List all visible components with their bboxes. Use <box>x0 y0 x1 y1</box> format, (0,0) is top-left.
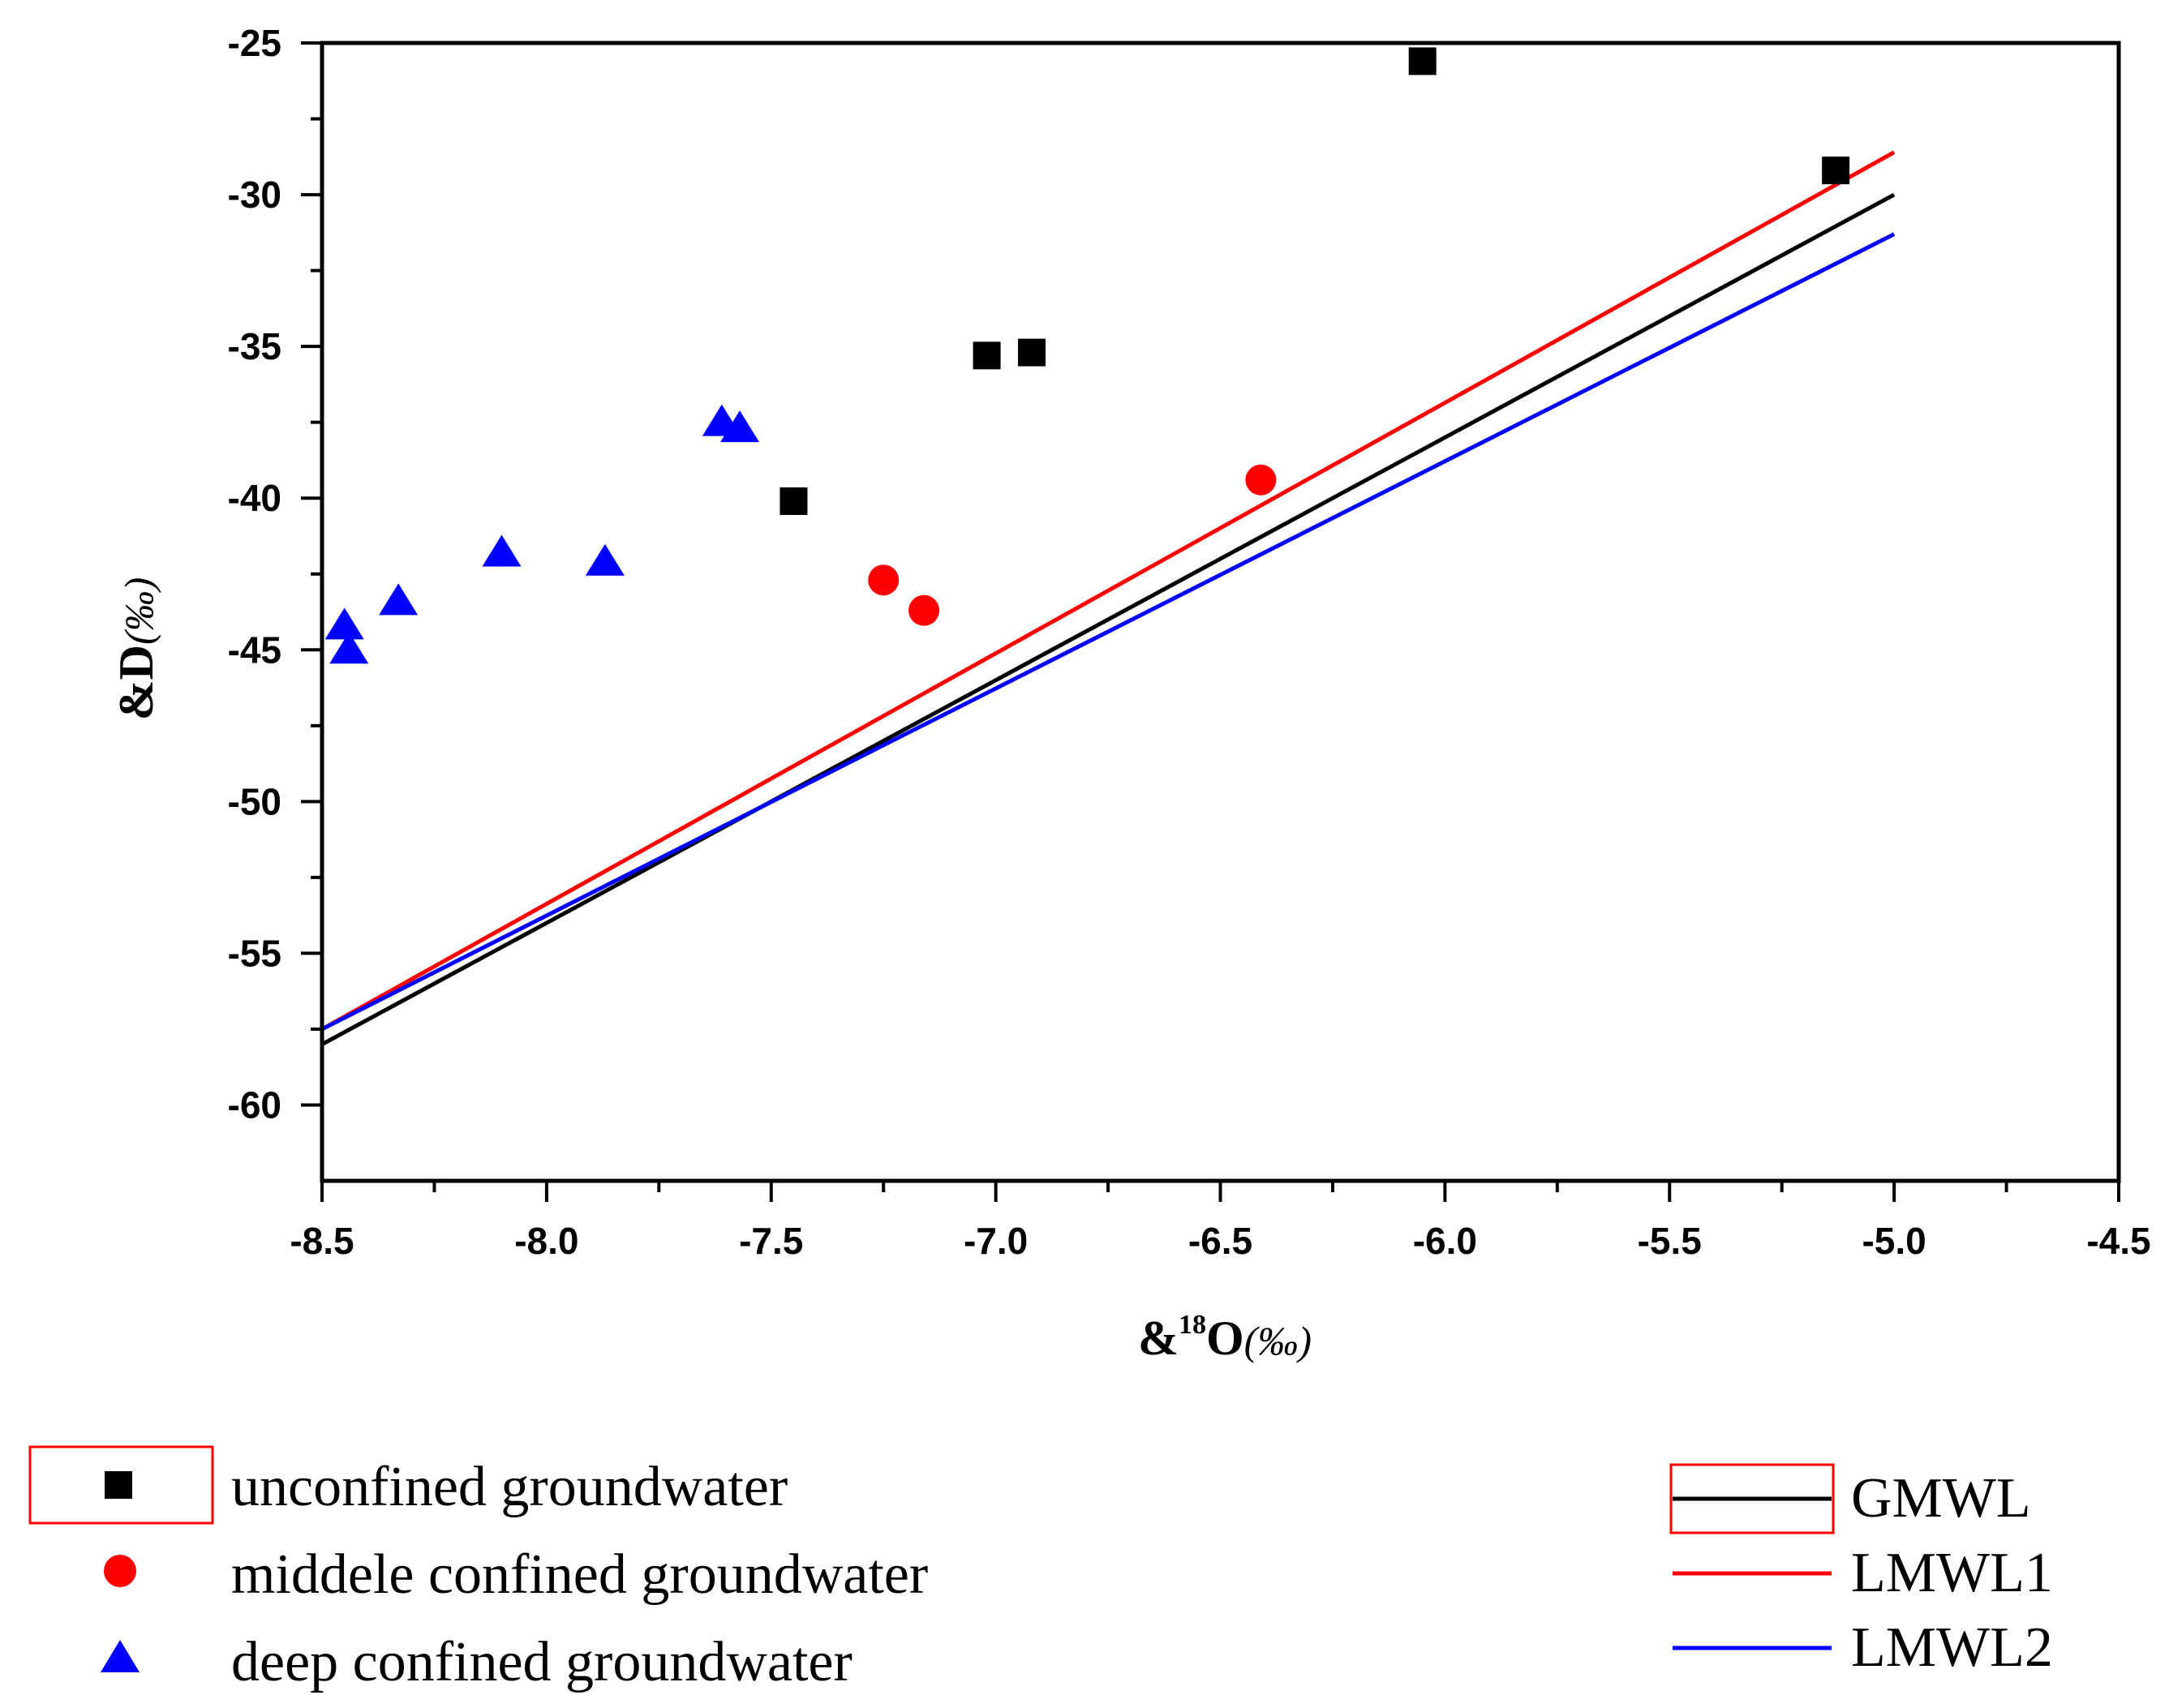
deep-confined-point <box>719 410 759 443</box>
middle-confined-point <box>1245 464 1277 496</box>
y-tick-label: -50 <box>228 780 281 822</box>
y-tick-label: -45 <box>228 629 281 671</box>
legend-label-deep: deep confined groundwater <box>231 1631 853 1693</box>
x-tick-label: -5.5 <box>1638 1220 1702 1262</box>
legend-lines: GMWL LMWL1 LMWL2 <box>1669 1463 2053 1679</box>
unconfined-point <box>973 341 1001 370</box>
legend-circle-marker <box>104 1555 136 1587</box>
legend-markers: unconfined groundwater middele confined … <box>28 1445 928 1693</box>
lmwl2-line <box>320 232 1896 1032</box>
x-tick-label: -7.0 <box>964 1220 1028 1262</box>
x-tick-label: -6.5 <box>1188 1220 1252 1262</box>
y-tick-label: -25 <box>228 22 281 64</box>
chart-ticks <box>301 41 2120 1202</box>
legend-square-marker <box>105 1471 132 1499</box>
deep-confined-point <box>585 543 625 576</box>
legend-triangle-marker <box>101 1640 140 1672</box>
legend-highlight-box <box>28 1445 214 1525</box>
chart-points <box>324 47 1850 664</box>
legend-label-unconfined: unconfined groundwater <box>231 1456 788 1518</box>
y-tick-label: -35 <box>228 325 281 367</box>
y-tick-label: -40 <box>228 477 281 519</box>
y-tick-label: -55 <box>228 932 281 974</box>
legend-label-gmwl: GMWL <box>1851 1467 2031 1530</box>
x-tick-label: -6.0 <box>1413 1220 1477 1262</box>
deep-confined-point <box>329 632 369 664</box>
plot-frame <box>320 41 2121 1183</box>
x-tick-label: -4.5 <box>2086 1220 2150 1262</box>
x-tick-label: -8.5 <box>290 1220 354 1262</box>
y-tick-label: -30 <box>228 174 281 216</box>
chart-lines <box>320 150 1896 1046</box>
gmwl-line <box>320 192 1896 1046</box>
legend-label-lmwl2: LMWL2 <box>1851 1616 2053 1679</box>
unconfined-point <box>1408 47 1437 75</box>
deep-confined-point <box>482 534 522 567</box>
legend-label-middele: middele confined groundwater <box>231 1543 928 1606</box>
legend-line-highlight-box <box>1669 1463 1835 1534</box>
y-tick-label: -60 <box>228 1084 281 1126</box>
deep-confined-point <box>324 607 364 640</box>
unconfined-point <box>1017 338 1046 367</box>
unconfined-point <box>780 487 808 515</box>
middle-confined-point <box>868 564 900 596</box>
x-tick-label: -5.0 <box>1862 1220 1926 1262</box>
unconfined-point <box>1822 157 1850 185</box>
deep-confined-point <box>379 583 419 616</box>
y-axis-title: &D(‰) <box>110 577 163 721</box>
lmwl1-line <box>320 150 1896 1032</box>
x-tick-label: -7.5 <box>739 1220 803 1262</box>
x-tick-label: -8.0 <box>514 1220 578 1262</box>
x-axis-title: &18O(‰) <box>1138 1310 1312 1365</box>
axis-tick-labels: -8.5 -8.0 -7.5 -7.0 -6.5 -6.0 -5.5 -5.0 -4.5 -25 -… <box>228 22 2151 1262</box>
legend-label-lmwl1: LMWL1 <box>1851 1542 2053 1604</box>
middle-confined-point <box>908 594 940 626</box>
